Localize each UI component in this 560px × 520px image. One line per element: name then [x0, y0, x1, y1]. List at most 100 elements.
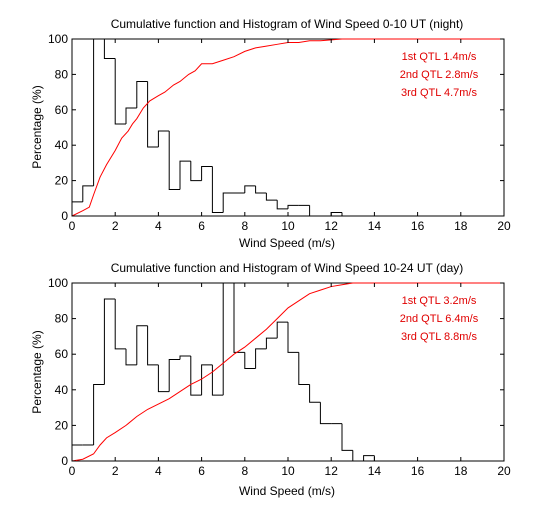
- histogram-bar: [190, 161, 202, 182]
- y-tick-label: 60: [55, 103, 69, 117]
- y-tick-label: 20: [55, 174, 69, 188]
- chart-title-night: Cumulative function and Histogram of Win…: [111, 17, 464, 31]
- histogram-bar: [222, 192, 234, 213]
- histogram-bar: [352, 450, 364, 462]
- histogram-bar: [168, 131, 180, 190]
- y-tick-label: 20: [55, 418, 69, 432]
- quantile-3-day: 3rd QTL 8.8m/s: [401, 331, 478, 343]
- y-tick-label: 100: [48, 276, 68, 290]
- histogram-bar: [114, 58, 126, 125]
- x-tick-label: 10: [281, 464, 295, 478]
- histogram-bar: [136, 80, 148, 109]
- histogram-bar: [341, 423, 353, 451]
- x-tick-label: 6: [198, 464, 205, 478]
- histogram-bar: [125, 348, 137, 366]
- histogram-bar: [255, 185, 267, 194]
- histogram-bar: [93, 38, 105, 186]
- histogram-bar: [190, 355, 202, 396]
- cdf-line: [71, 38, 504, 217]
- quantile-2-day: 2nd QTL 6.4m/s: [400, 313, 479, 325]
- histogram-bar: [298, 352, 310, 385]
- x-tick-label: 16: [411, 219, 425, 233]
- histogram-bar: [147, 325, 159, 366]
- y-tick-label: 40: [55, 383, 69, 397]
- x-tick-label: 20: [497, 219, 511, 233]
- x-tick-label: 0: [69, 219, 76, 233]
- x-tick-label: 18: [454, 219, 468, 233]
- histogram-bar: [201, 364, 213, 396]
- x-tick-label: 12: [325, 464, 339, 478]
- histogram-bar: [287, 204, 299, 209]
- histogram-bar: [222, 282, 234, 396]
- x-axis-ticks-day: 0 2 4 6 8 10 12 14 16 18 20: [69, 283, 511, 478]
- histogram-bar: [244, 352, 256, 369]
- quantile-1-night: 1st QTL 1.4m/s: [402, 51, 477, 63]
- histogram-bar: [309, 384, 321, 403]
- histogram-bar: [114, 299, 126, 350]
- histogram-bar: [103, 298, 116, 385]
- x-tick-label: 12: [325, 219, 339, 233]
- histogram-bar: [319, 402, 332, 425]
- histogram-bar: [265, 192, 278, 201]
- cdf-day: [71, 282, 504, 462]
- x-tick-label: 2: [112, 464, 119, 478]
- histogram-bar: [125, 107, 137, 124]
- y-tick-label: 0: [61, 209, 68, 223]
- x-tick-label: 16: [411, 464, 425, 478]
- x-tick-label: 8: [241, 219, 248, 233]
- histogram-bar: [211, 166, 224, 213]
- cdf-night: [71, 38, 504, 217]
- x-tick-label: 18: [454, 464, 468, 478]
- x-tick-label: 14: [368, 219, 382, 233]
- cdf-line: [71, 282, 504, 462]
- x-tick-label: 2: [112, 219, 119, 233]
- y-tick-label: 0: [61, 454, 68, 468]
- quantile-3-night: 3rd QTL 4.7m/s: [401, 87, 478, 99]
- histogram-bar: [233, 283, 245, 353]
- y-tick-label: 100: [48, 32, 68, 46]
- x-tick-label: 6: [198, 219, 205, 233]
- histogram-bar: [309, 205, 321, 217]
- histogram-bar: [157, 130, 170, 147]
- histogram-bar: [244, 185, 256, 193]
- histogram-bar: [201, 165, 213, 181]
- quantile-1-day: 1st QTL 3.2m/s: [402, 295, 477, 307]
- histogram-bar: [276, 321, 288, 339]
- histogram-bar: [71, 201, 83, 216]
- x-tick-label: 4: [155, 219, 162, 233]
- histogram-bar: [255, 348, 267, 369]
- y-axis-label-night: Percentage (%): [30, 85, 44, 168]
- y-tick-label: 60: [55, 347, 69, 361]
- histogram-bar: [168, 359, 180, 392]
- x-tick-label: 8: [241, 464, 248, 478]
- histogram-bar: [93, 383, 105, 445]
- histogram-bar: [157, 364, 170, 393]
- histogram-bar: [179, 160, 191, 190]
- histogram-bar: [363, 455, 375, 461]
- y-tick-label: 80: [55, 67, 69, 81]
- x-tick-label: 14: [368, 464, 382, 478]
- histogram-bar: [82, 185, 94, 202]
- histogram-day: [71, 282, 375, 462]
- x-axis-label-night: Wind Speed (m/s): [239, 236, 335, 250]
- y-tick-label: 80: [55, 312, 69, 326]
- histogram-bar: [211, 364, 224, 396]
- x-tick-label: 4: [155, 464, 162, 478]
- histogram-bar: [179, 355, 191, 360]
- x-tick-label: 0: [69, 464, 76, 478]
- chart-title-day: Cumulative function and Histogram of Win…: [111, 261, 464, 275]
- x-tick-label: 10: [281, 219, 295, 233]
- quantile-2-night: 2nd QTL 2.8m/s: [400, 69, 479, 81]
- histogram-bar: [103, 39, 116, 59]
- y-tick-label: 40: [55, 138, 69, 152]
- histogram-bar: [136, 325, 148, 365]
- histogram-bar: [287, 322, 299, 353]
- histogram-bar: [341, 212, 353, 217]
- plot-area-day: [71, 282, 505, 462]
- x-tick-label: 20: [497, 464, 511, 478]
- histogram-bar: [265, 337, 278, 349]
- y-axis-label-day: Percentage (%): [30, 330, 44, 413]
- histogram-bar: [71, 444, 83, 461]
- x-axis-ticks-night: 0 2 4 6 8 10 12 14 16 18 20: [69, 39, 511, 233]
